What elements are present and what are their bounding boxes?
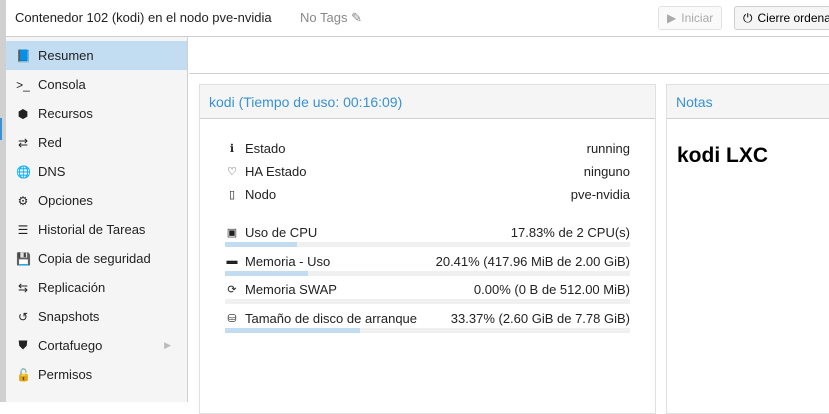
list-icon: ☰ <box>16 223 30 237</box>
toolbar <box>189 37 829 74</box>
shield-icon: ⛊ <box>16 338 30 353</box>
play-icon: ▶ <box>667 11 676 25</box>
sidebar-item-label: Permisos <box>38 367 92 382</box>
sidebar-item-label: Snapshots <box>38 309 99 324</box>
usage-value: 33.37% (2.60 GiB de 7.78 GiB) <box>451 311 630 326</box>
bootdisk-usage: ⛁ Tamaño de disco de arranque 33.37% (2.60… <box>225 311 630 326</box>
cube-icon: ⬢ <box>16 107 30 121</box>
globe-icon: 🌐 <box>16 165 30 179</box>
cpu-usage-bar <box>225 242 630 247</box>
main-content: kodi (Tiempo de uso: 00:16:09) ℹ Estado ru… <box>189 37 829 402</box>
memory-usage: ▬ Memoria - Uso 20.41% (417.96 MiB de 2.00… <box>225 254 630 269</box>
sidebar-item-permisos[interactable]: 🔓 Permisos <box>6 360 187 389</box>
usage-value: 17.83% de 2 CPU(s) <box>511 225 630 240</box>
usage-value: 0.00% (0 B de 512.00 MiB) <box>474 282 630 297</box>
notes-content[interactable]: kodi LXC <box>667 119 829 193</box>
usage-label: Memoria SWAP <box>245 282 337 297</box>
sidebar-item-label: DNS <box>38 164 65 179</box>
swap-usage-bar <box>225 299 630 304</box>
info-label: Nodo <box>245 187 276 202</box>
sidebar-item-label: Cortafuego <box>38 338 102 353</box>
sidebar: 📘 Resumen >_ Consola ⬢ Recursos ⇄ Red 🌐 DNS ⚙ Opcio… <box>6 37 188 402</box>
usage-value: 20.41% (417.96 MiB de 2.00 GiB) <box>436 254 630 269</box>
sidebar-item-resumen[interactable]: 📘 Resumen <box>6 41 187 70</box>
info-value: running <box>587 141 630 156</box>
sidebar-item-label: Resumen <box>38 48 94 63</box>
tags-label: No Tags <box>300 10 347 25</box>
sidebar-item-snapshots[interactable]: ↺ Snapshots <box>6 302 187 331</box>
info-estado: ℹ Estado running <box>225 141 630 156</box>
exchange-icon: ⇄ <box>16 136 30 150</box>
sidebar-item-consola[interactable]: >_ Consola <box>6 70 187 99</box>
power-icon: ⏻ <box>743 11 753 26</box>
sidebar-item-replicaci-n[interactable]: ⇆ Replicación <box>6 273 187 302</box>
progress-fill <box>225 271 308 276</box>
progress-fill <box>225 328 360 333</box>
notes-panel: Notas kodi LXC <box>666 84 829 414</box>
sidebar-item-opciones[interactable]: ⚙ Opciones <box>6 186 187 215</box>
info-value: ninguno <box>584 164 630 179</box>
pencil-icon: ✎ <box>351 10 362 25</box>
start-button[interactable]: ▶ Iniciar <box>658 6 722 30</box>
sidebar-item-label: Recursos <box>38 106 93 121</box>
memory-icon: ▬ <box>225 255 239 267</box>
sidebar-item-red[interactable]: ⇄ Red <box>6 128 187 157</box>
edge-indicator <box>0 118 2 140</box>
sidebar-item-label: Consola <box>38 77 86 92</box>
info-ha-estado: ♡ HA Estado ninguno <box>225 164 630 179</box>
info-icon: ℹ <box>225 142 239 155</box>
sidebar-item-label: Opciones <box>38 193 93 208</box>
status-panel: kodi (Tiempo de uso: 00:16:09) ℹ Estado ru… <box>199 84 656 414</box>
usage-label: Tamaño de disco de arranque <box>245 311 417 326</box>
sidebar-item-recursos[interactable]: ⬢ Recursos <box>6 99 187 128</box>
memory-usage-bar <box>225 271 630 276</box>
start-label: Iniciar <box>681 11 713 25</box>
sidebar-item-label: Historial de Tareas <box>38 222 145 237</box>
sidebar-item-historial-de-tareas[interactable]: ☰ Historial de Tareas <box>6 215 187 244</box>
hdd-icon: ⛁ <box>225 312 239 325</box>
sidebar-item-label: Red <box>38 135 62 150</box>
history-icon: ↺ <box>16 310 30 324</box>
progress-fill <box>225 242 297 247</box>
book-icon: 📘 <box>16 49 30 63</box>
chevron-right-icon: ▶ <box>164 340 171 351</box>
sidebar-item-dns[interactable]: 🌐 DNS <box>6 157 187 186</box>
top-bar: Contenedor 102 (kodi) en el nodo pve-nvi… <box>6 0 829 37</box>
gear-icon: ⚙ <box>16 194 30 208</box>
page-title: Contenedor 102 (kodi) en el nodo pve-nvi… <box>15 10 272 25</box>
building-icon: ▯ <box>225 188 239 201</box>
shutdown-button[interactable]: ⏻ Cierre ordena <box>734 6 829 30</box>
cpu-icon: ▣ <box>225 226 239 239</box>
refresh-icon: ⟳ <box>225 283 239 296</box>
usage-label: Memoria - Uso <box>245 254 330 269</box>
sidebar-item-cortafuego[interactable]: ⛊ Cortafuego ▶ <box>6 331 187 360</box>
info-label: HA Estado <box>245 164 306 179</box>
cpu-usage: ▣ Uso de CPU 17.83% de 2 CPU(s) <box>225 225 630 240</box>
info-value: pve-nvidia <box>571 187 630 202</box>
shutdown-label: Cierre ordena <box>758 11 829 25</box>
tags-edit[interactable]: No Tags ✎ <box>300 10 362 26</box>
info-label: Estado <box>245 141 285 156</box>
info-nodo: ▯ Nodo pve-nvidia <box>225 187 630 202</box>
sidebar-item-label: Copia de seguridad <box>38 251 151 266</box>
swap-usage: ⟳ Memoria SWAP 0.00% (0 B de 512.00 MiB) <box>225 282 630 297</box>
floppy-icon: 💾 <box>16 252 30 266</box>
bootdisk-usage-bar <box>225 328 630 333</box>
sidebar-item-label: Replicación <box>38 280 105 295</box>
status-panel-title: kodi (Tiempo de uso: 00:16:09) <box>200 85 655 119</box>
heartbeat-icon: ♡ <box>225 165 239 178</box>
sidebar-item-copia-de-seguridad[interactable]: 💾 Copia de seguridad <box>6 244 187 273</box>
usage-label: Uso de CPU <box>245 225 317 240</box>
notes-panel-title: Notas <box>667 85 829 119</box>
unlock-icon: 🔓 <box>16 368 30 382</box>
terminal-icon: >_ <box>16 78 30 92</box>
retweet-icon: ⇆ <box>16 281 30 295</box>
